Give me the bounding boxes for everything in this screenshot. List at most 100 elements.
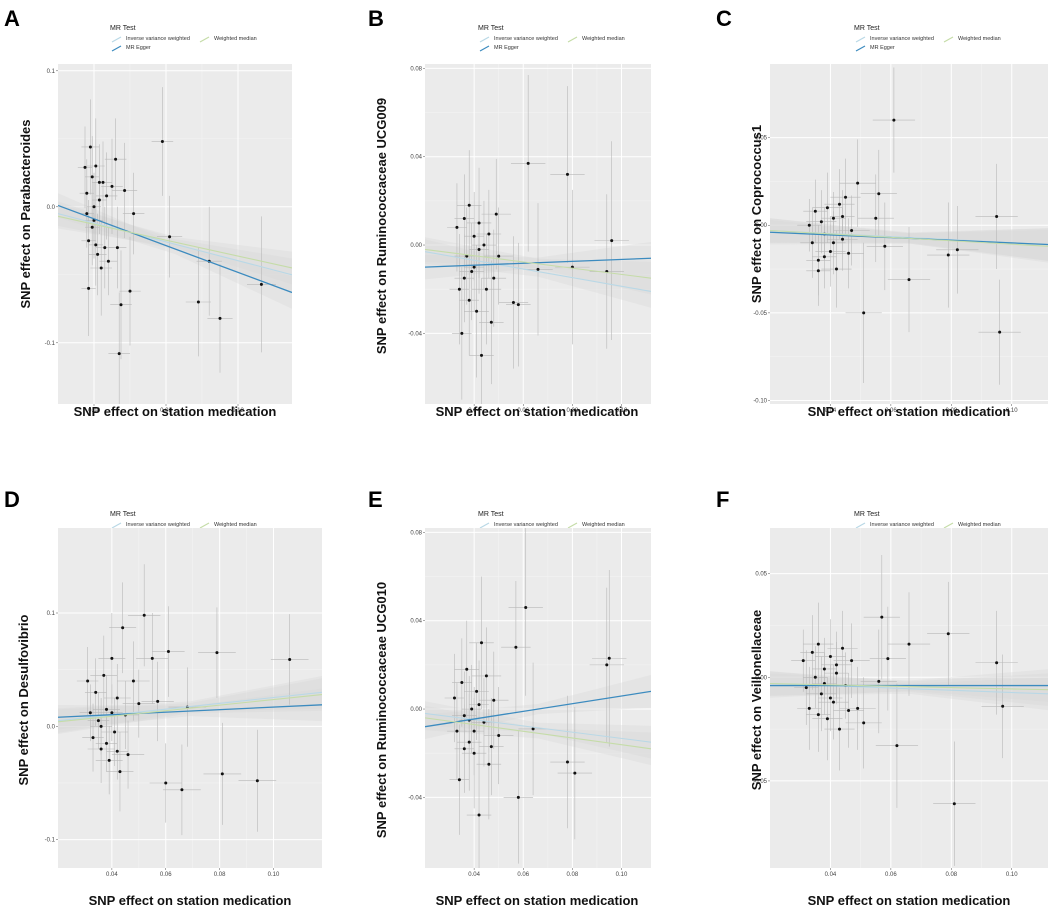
- panel-letter: B: [368, 6, 384, 31]
- snp-dot-6: [102, 673, 106, 677]
- snp-dot-0: [86, 679, 90, 683]
- snp-dot-27: [472, 265, 476, 269]
- y-tick-label: 0.0: [47, 724, 56, 730]
- legend-title: MR Test: [854, 511, 880, 518]
- snp-dot-20: [886, 657, 890, 661]
- snp-dot-22: [166, 650, 170, 654]
- y-tick-label: -0.1: [45, 341, 56, 347]
- regression-line-0: [425, 251, 651, 292]
- snp-dot-1: [85, 191, 89, 195]
- snp-dot-4: [819, 220, 823, 224]
- regression-line-0: [58, 213, 292, 276]
- snp-dot-3: [816, 258, 820, 262]
- legend-label-0: Inverse variance weighted: [870, 36, 934, 42]
- snp-dot-18: [877, 679, 881, 683]
- snp-dot-8: [107, 758, 111, 762]
- snp-dot-9: [99, 266, 103, 270]
- snp-dot-25: [816, 269, 820, 273]
- y-tick-label: 0.00: [410, 243, 422, 249]
- legend-label-0: Inverse variance weighted: [870, 522, 934, 528]
- data-layer: [58, 564, 322, 836]
- legend: MR Test Inverse variance weighted MR Egger…: [110, 25, 257, 52]
- snp-dot-14: [106, 259, 110, 263]
- snp-dot-16: [114, 157, 118, 161]
- snp-dot-9: [828, 655, 832, 659]
- snp-dot-10: [480, 353, 483, 357]
- snp-dot-10: [113, 730, 117, 734]
- snp-dot-19: [123, 188, 127, 192]
- snp-dot-2: [813, 209, 817, 213]
- snp-dot-21: [132, 212, 136, 216]
- legend-key-2: [567, 36, 578, 43]
- snp-dot-23: [160, 140, 164, 144]
- legend-label-0: Inverse variance weighted: [126, 522, 190, 528]
- snp-dot-4: [462, 714, 466, 718]
- snp-dot-20: [156, 699, 160, 703]
- panel-letter: C: [716, 6, 732, 31]
- x-axis-title: SNP effect on station medication: [436, 404, 639, 419]
- y-tick-label: 0.08: [410, 66, 422, 72]
- snp-dot-22: [573, 771, 577, 775]
- legend-key-0: [111, 522, 122, 529]
- snp-dot-9: [477, 221, 481, 225]
- snp-dot-15: [494, 212, 498, 216]
- legend-key-0: [855, 522, 866, 529]
- legend-title: MR Test: [110, 511, 136, 518]
- snp-dot-32: [85, 212, 89, 216]
- snp-dot-28: [841, 214, 845, 218]
- x-tick-label: 0.04: [825, 408, 837, 414]
- snp-dot-28: [288, 657, 292, 661]
- snp-dot-5: [816, 642, 820, 646]
- snp-dot-22: [117, 352, 121, 356]
- snp-dot-32: [115, 749, 119, 753]
- snp-dot-25: [462, 276, 466, 280]
- legend-key-2: [943, 522, 954, 529]
- panel-letter: E: [368, 487, 383, 512]
- snp-dot-17: [115, 246, 119, 250]
- snp-dot-21: [946, 253, 950, 257]
- panel-letter: D: [4, 487, 20, 512]
- ci-ribbon-0: [58, 201, 292, 292]
- regression-line-1: [425, 257, 651, 268]
- snp-dot-16: [497, 254, 501, 258]
- snp-dot-10: [838, 202, 841, 206]
- legend-key-2: [199, 36, 210, 43]
- legend-title: MR Test: [478, 25, 504, 32]
- x-tick-label: 0.06: [517, 872, 529, 878]
- ci-ribbon-0: [425, 701, 651, 759]
- snp-dot-29: [492, 276, 496, 280]
- x-tick-label: 0.08: [160, 408, 172, 414]
- snp-dot-10: [831, 700, 835, 704]
- regression-line-2: [770, 229, 1048, 247]
- snp-dot-24: [168, 235, 172, 239]
- snp-dot-18: [142, 613, 146, 617]
- legend-label-2: Weighted median: [958, 36, 1001, 42]
- snp-dot-11: [87, 286, 91, 290]
- x-axis-title: SNP effect on station medication: [808, 893, 1011, 906]
- x-tick-label: 0.04: [468, 872, 480, 878]
- snp-dot-13: [121, 626, 125, 630]
- snp-dot-19: [892, 118, 896, 122]
- snp-dot-12: [484, 287, 488, 291]
- snp-dot-15: [862, 311, 866, 315]
- snp-dot-3: [810, 650, 814, 654]
- snp-dot-16: [131, 679, 135, 683]
- y-axis-title: SNP effect on Veillonellaceae: [749, 610, 764, 790]
- y-tick-label: 0.0: [47, 205, 56, 211]
- x-axis-title: SNP effect on station medication: [808, 404, 1011, 419]
- legend-label-2: Weighted median: [214, 522, 257, 528]
- snp-dot-1: [88, 711, 92, 715]
- legend-key-1: [479, 45, 490, 52]
- x-tick-label: 0.06: [160, 872, 172, 878]
- x-tick-label: 0.04: [825, 872, 837, 878]
- snp-dot-11: [834, 663, 838, 667]
- x-tick-label: 0.08: [567, 872, 579, 878]
- snp-dot-25: [462, 747, 466, 751]
- snp-dot-0: [455, 225, 459, 229]
- snp-dot-30: [94, 243, 98, 247]
- snp-dot-26: [1001, 704, 1005, 708]
- panel-letter: A: [4, 6, 20, 31]
- snp-dot-23: [180, 788, 184, 792]
